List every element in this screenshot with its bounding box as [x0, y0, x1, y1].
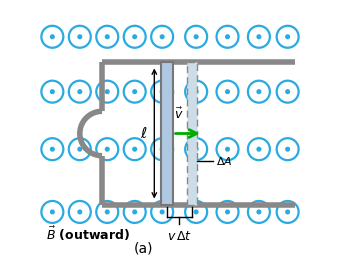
Circle shape	[160, 90, 164, 93]
Circle shape	[257, 147, 261, 151]
Text: $\ell$: $\ell$	[140, 126, 148, 141]
Circle shape	[133, 147, 137, 151]
Text: $\vec{B}$ (outward): $\vec{B}$ (outward)	[46, 225, 130, 243]
Circle shape	[194, 90, 198, 93]
Circle shape	[226, 210, 230, 214]
Circle shape	[133, 90, 137, 93]
Circle shape	[105, 35, 109, 39]
Circle shape	[51, 35, 54, 39]
Circle shape	[194, 210, 198, 214]
Circle shape	[105, 210, 109, 214]
Circle shape	[194, 35, 198, 39]
Circle shape	[78, 147, 82, 151]
Circle shape	[257, 35, 261, 39]
Circle shape	[133, 35, 137, 39]
Circle shape	[78, 90, 82, 93]
Circle shape	[51, 147, 54, 151]
Circle shape	[257, 90, 261, 93]
Circle shape	[78, 210, 82, 214]
Text: $v\,\Delta t$: $v\,\Delta t$	[167, 230, 192, 243]
Bar	[161, 62, 173, 205]
Text: (a): (a)	[134, 242, 154, 256]
Circle shape	[226, 147, 230, 151]
Circle shape	[160, 35, 164, 39]
Circle shape	[194, 147, 198, 151]
Circle shape	[226, 90, 230, 93]
Circle shape	[286, 210, 289, 214]
Circle shape	[286, 35, 289, 39]
Circle shape	[226, 35, 230, 39]
Circle shape	[51, 90, 54, 93]
Circle shape	[286, 90, 289, 93]
Circle shape	[51, 210, 54, 214]
Circle shape	[160, 147, 164, 151]
Text: $\Delta A$: $\Delta A$	[216, 155, 232, 167]
Circle shape	[105, 90, 109, 93]
Circle shape	[160, 210, 164, 214]
Circle shape	[105, 147, 109, 151]
Circle shape	[78, 35, 82, 39]
Circle shape	[257, 210, 261, 214]
Text: $\vec{v}$: $\vec{v}$	[174, 107, 184, 122]
Circle shape	[133, 210, 137, 214]
Bar	[187, 62, 197, 205]
Circle shape	[286, 147, 289, 151]
